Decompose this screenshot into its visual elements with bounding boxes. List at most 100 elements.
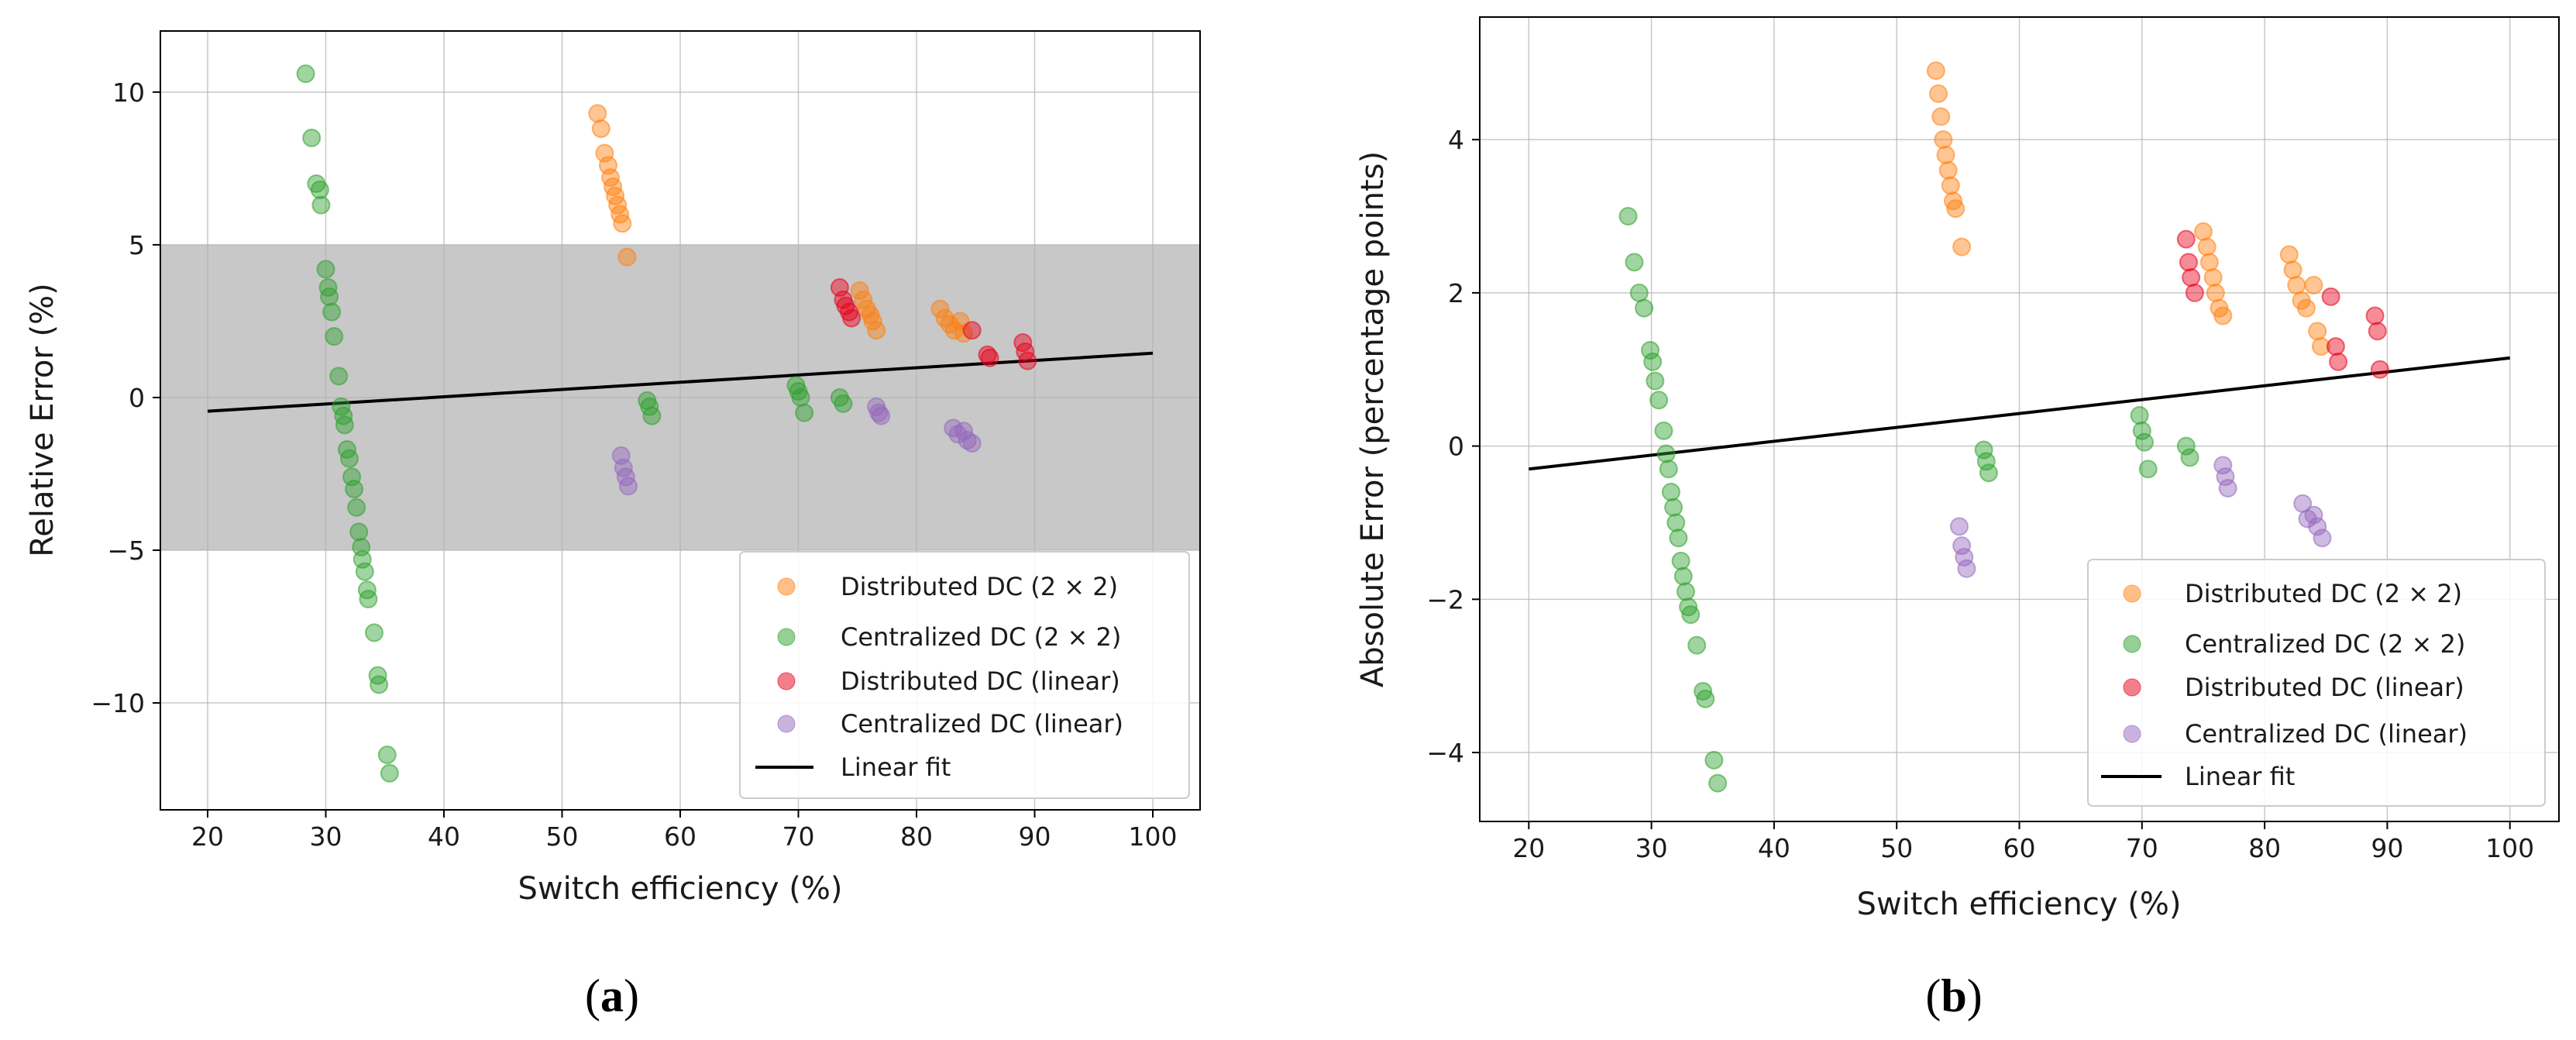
data-point-distributed-2x2: [613, 214, 632, 233]
legend-label-distributed-linear: Distributed DC (linear): [2185, 673, 2464, 702]
data-point-distributed-2x2: [1938, 160, 1958, 180]
data-point-distributed-linear: [1018, 351, 1037, 370]
data-point-centralized-2x2: [1673, 566, 1693, 586]
data-point-centralized-linear: [869, 403, 889, 422]
data-point-centralized-2x2: [1659, 460, 1678, 479]
data-point-centralized-2x2: [1974, 440, 1993, 460]
x-tick-layer: 20 30 40 50 60 70 80 90 100: [191, 810, 1178, 852]
data-point-distributed-linear: [2182, 268, 2201, 288]
linear-fit-line: [1529, 356, 2510, 471]
y-tick-label: −2: [1426, 584, 1464, 615]
data-point-centralized-2x2: [335, 415, 354, 435]
legend-label-fit: Linear fit: [2185, 762, 2295, 791]
panel-label-b: (b): [1925, 970, 1982, 1021]
data-point-centralized-2x2: [1666, 513, 1686, 532]
data-point-centralized-2x2: [1635, 298, 1654, 318]
data-point-distributed-2x2: [2287, 276, 2306, 294]
data-point-distributed-2x2: [1926, 61, 1945, 81]
x-tick-label: 90: [2371, 833, 2403, 863]
data-point-centralized-2x2: [322, 302, 342, 322]
x-tick-label: 100: [1129, 821, 1178, 852]
data-point-centralized-2x2: [642, 406, 662, 425]
x-tick-label: 100: [2485, 833, 2534, 863]
data-point-distributed-2x2: [2193, 222, 2213, 241]
data-point-distributed-2x2: [930, 299, 950, 319]
data-point-centralized-2x2: [1976, 452, 1996, 471]
panel-label-a: (a): [585, 970, 639, 1021]
data-point-distributed-linear: [2365, 306, 2385, 325]
x-tick-label: 60: [664, 821, 696, 852]
data-point-distributed-2x2: [1946, 199, 1966, 219]
data-point-distributed-linear: [962, 321, 982, 340]
data-point-centralized-2x2: [316, 260, 335, 279]
x-tick-label: 50: [546, 821, 579, 852]
linear-fit-line: [207, 351, 1154, 413]
data-point-centralized-2x2: [310, 180, 329, 199]
data-point-centralized-2x2: [355, 562, 374, 581]
legend-label-distributed-2x2: Distributed DC (2 × 2): [841, 572, 1118, 601]
y-tick-label: 0: [129, 383, 145, 413]
data-point-distributed-2x2: [2308, 322, 2327, 341]
data-point-centralized-2x2: [311, 195, 331, 215]
data-point-distributed-2x2: [1929, 84, 1948, 103]
data-point-centralized-linear: [2308, 517, 2327, 536]
y-tick-layer: −4 −2 0 2 4: [1426, 125, 1480, 768]
x-tick-label: 60: [2003, 833, 2036, 863]
data-point-centralized-2x2: [340, 449, 359, 468]
data-point-centralized-2x2: [1681, 605, 1701, 625]
data-point-distributed-linear: [980, 348, 999, 367]
y-tick-layer: −10 −5 0 5 10: [91, 77, 160, 718]
data-point-distributed-2x2: [2304, 276, 2323, 294]
y-tick-label: 2: [1448, 278, 1464, 308]
data-point-distributed-linear: [2329, 352, 2348, 371]
y-tick-label: 4: [1448, 125, 1464, 155]
data-point-centralized-linear: [2313, 529, 2332, 548]
data-point-distributed-linear: [2185, 283, 2204, 302]
chart-panel-b: 20 30 40 50 60 70 80 90 100 −4 −2 0 2 4 Switch effic…: [1355, 16, 2560, 1021]
legend-label-centralized-linear: Centralized DC (linear): [2185, 719, 2468, 749]
data-point-centralized-2x2: [320, 287, 339, 306]
x-tick-label: 80: [2248, 833, 2281, 863]
data-point-centralized-linear: [872, 406, 891, 425]
data-point-distributed-2x2: [2213, 306, 2233, 325]
data-point-distributed-2x2: [2203, 268, 2223, 288]
legend-box: [2087, 559, 2546, 807]
data-point-centralized-2x2: [1656, 444, 1676, 463]
data-point-centralized-2x2: [1643, 352, 1663, 371]
data-point-centralized-linear: [2218, 478, 2237, 498]
data-point-distributed-2x2: [2199, 253, 2219, 272]
legend-marker-distributed-linear: [777, 672, 796, 690]
data-point-distributed-2x2: [588, 104, 607, 123]
x-tick-label: 20: [1512, 833, 1545, 863]
data-point-distributed-2x2: [591, 119, 610, 139]
data-point-distributed-linear: [842, 308, 862, 328]
data-point-centralized-2x2: [1671, 551, 1690, 570]
data-point-centralized-2x2: [329, 367, 349, 386]
data-point-centralized-2x2: [1625, 253, 1644, 272]
data-point-centralized-linear: [2216, 467, 2235, 487]
legend-marker-distributed-linear: [2123, 678, 2141, 697]
data-point-distributed-2x2: [1931, 107, 1951, 126]
data-point-centralized-linear: [1952, 536, 1972, 556]
data-point-centralized-2x2: [1979, 463, 1998, 483]
data-point-centralized-2x2: [2176, 436, 2196, 456]
data-point-centralized-2x2: [1649, 391, 1669, 410]
data-point-centralized-2x2: [380, 763, 399, 783]
data-point-distributed-2x2: [2311, 337, 2330, 356]
data-point-centralized-2x2: [1654, 421, 1673, 440]
legend-label-centralized-linear: Centralized DC (linear): [841, 709, 1123, 739]
data-point-centralized-2x2: [345, 480, 364, 499]
fit-layer: [1529, 356, 2510, 471]
data-point-distributed-2x2: [2279, 245, 2299, 264]
x-tick-label: 40: [428, 821, 460, 852]
x-axis-label: Switch efficiency (%): [518, 871, 843, 907]
y-tick-label: 0: [1448, 432, 1464, 462]
data-point-distributed-linear: [2326, 337, 2345, 356]
points-layer: [296, 64, 1037, 783]
data-point-distributed-linear: [2179, 253, 2198, 272]
data-point-centralized-linear: [2304, 505, 2323, 525]
legend-label-distributed-linear: Distributed DC (linear): [841, 666, 1120, 696]
data-point-distributed-2x2: [2206, 283, 2225, 302]
legend-marker-distributed-2x2: [2123, 584, 2141, 603]
